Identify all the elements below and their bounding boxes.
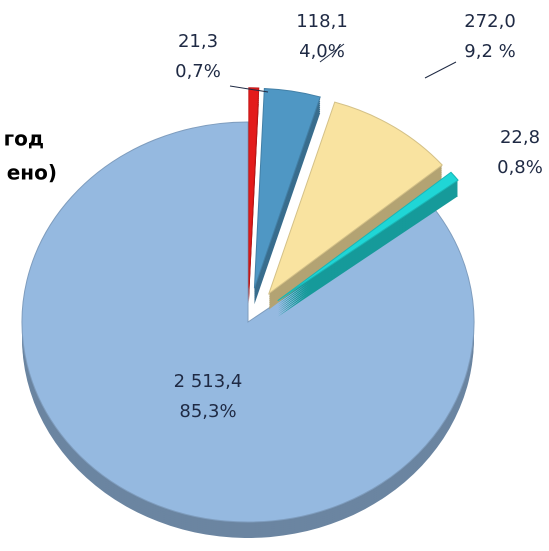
amount-label: 2 513,4 xyxy=(174,371,243,392)
amount-label: 118,1 xyxy=(296,11,348,32)
percent-label: 85,3% xyxy=(179,401,236,422)
slice xyxy=(253,87,321,289)
percent-label: 0,7% xyxy=(175,61,221,82)
percent-label: 0,8% xyxy=(497,157,543,178)
title-fragment: год xyxy=(4,127,44,151)
leader-line xyxy=(424,61,457,79)
leader-line xyxy=(229,85,269,93)
title-fragment: ено) xyxy=(7,161,57,185)
slice xyxy=(267,101,443,295)
amount-label: 21,3 xyxy=(178,31,218,52)
leader-line xyxy=(319,43,345,63)
slice xyxy=(248,87,260,288)
amount-label: 272,0 xyxy=(464,11,516,32)
slice xyxy=(21,121,475,523)
slice xyxy=(277,171,459,302)
percent-label: 4,0% xyxy=(299,41,345,62)
percent-label: 9,2 % xyxy=(464,41,515,62)
amount-label: 22,8 xyxy=(500,127,540,148)
